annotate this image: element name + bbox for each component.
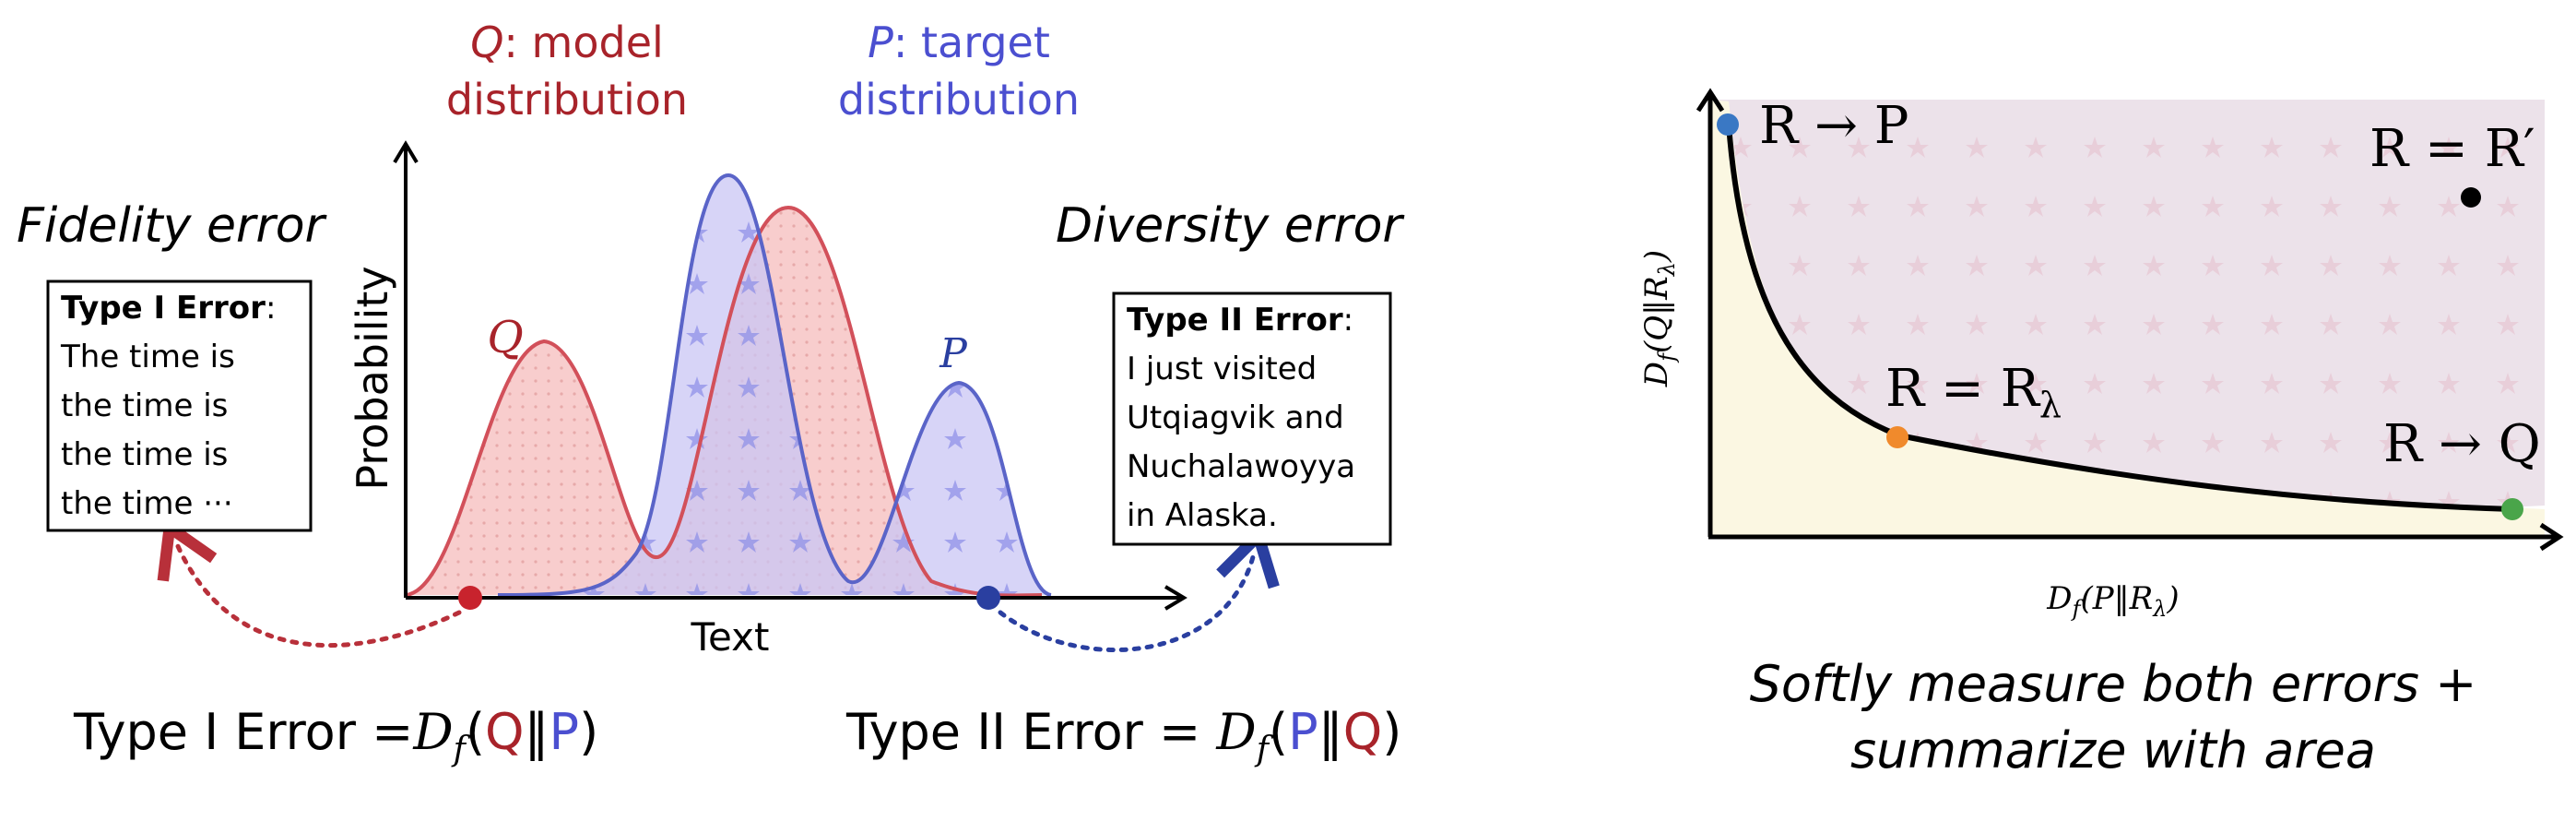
svg-text:Type I Error:: Type I Error: [61,290,276,327]
type1-line-4: the time ··· [61,485,233,522]
fidelity-arrow [157,517,462,648]
type2-line-1: I just visited [1127,351,1317,387]
point-r-to-q [2501,498,2523,520]
p-curve-stars [498,175,1051,595]
curve-q-label: Q [487,312,523,363]
diversity-marker [976,586,1000,610]
diversity-error-title: Diversity error [1056,198,1405,254]
right-y-axis-arrow [1696,88,1725,113]
fidelity-error-title: Fidelity error [17,198,328,254]
point-r-lambda [1886,426,1908,448]
q-model-label-line2: distribution [446,75,688,125]
diversity-arrow [998,524,1280,653]
point-r-to-p [1717,113,1739,136]
p-target-label-line2: distribution [838,75,1080,125]
type1-title: Type I Error [61,290,266,327]
type1-line-1: The time is [60,339,235,375]
point-r-prime [2461,187,2481,208]
tradeoff-plot [1710,100,2545,535]
label-r-prime: R = R′ [2369,119,2535,179]
label-r-to-p: R → P [1759,96,1908,156]
q-model-label: Q: model [470,18,664,67]
left-x-axis-arrow [1164,585,1188,611]
svg-text:Type II Error:: Type II Error: [1127,302,1353,339]
type2-title: Type II Error [1127,302,1343,339]
type2-line-4: in Alaska. [1127,497,1278,534]
q-curve-outline [405,205,1043,598]
right-y-axis-label: Df(Q‖Rλ) [1638,250,1680,387]
type2-line-3: Nuchalawoyya [1127,448,1355,485]
right-x-axis-label: Df(P‖Rλ) [2046,580,2179,622]
upper-region-stars [1710,100,2545,507]
p-curve-outline [497,173,1052,597]
left-y-axis-arrow [393,140,419,164]
label-r-to-q: R → Q [2383,414,2541,474]
frontier-curve [1726,124,2513,512]
caption-line-1: Softly measure both errors + [1750,655,2477,713]
type1-formula: Type I Error =Df(Q‖P) [73,703,598,768]
fidelity-marker [458,586,482,610]
type1-line-3: the time is [61,436,228,473]
label-r-lambda: R = Rλ [1885,359,2062,425]
distribution-plot [405,173,1052,598]
type1-error-box: Type I Error: The time is the time is th… [46,280,313,532]
type1-line-2: the time is [61,387,228,424]
type2-error-box: Type II Error: I just visited Utqiagvik … [1112,292,1392,546]
left-x-axis-label: Text [691,614,770,660]
curve-p-label: P [939,330,968,377]
left-y-axis-label: Probability [348,266,397,490]
type2-line-2: Utqiagvik and [1127,399,1344,436]
lower-region [1710,100,2545,535]
p-target-label: P: target [868,18,1050,67]
type2-formula: Type II Error = Df(P‖Q) [845,703,1401,768]
caption-line-2: summarize with area [1850,721,2376,779]
right-x-axis-arrow [2539,522,2564,552]
